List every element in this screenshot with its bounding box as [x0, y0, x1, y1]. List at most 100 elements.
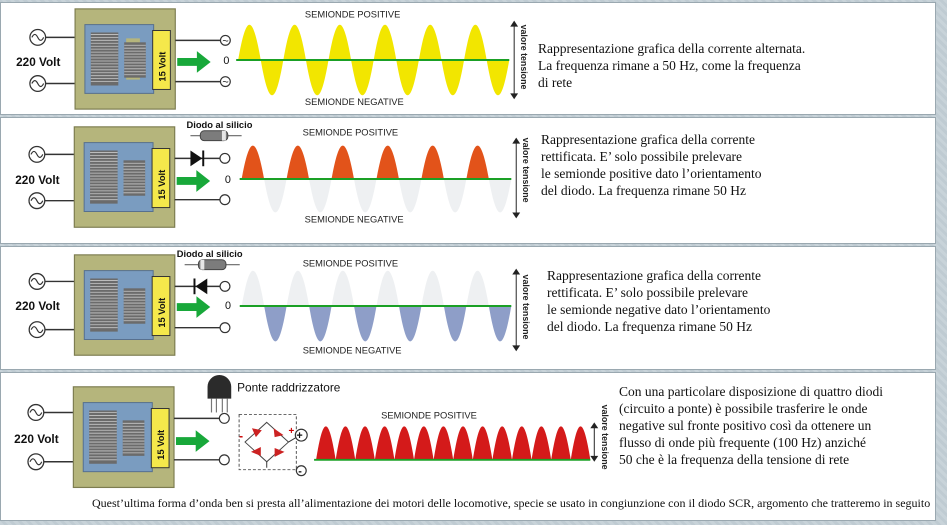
- input-voltage-label: 220 Volt: [15, 173, 59, 187]
- rectified-half-wave: [394, 426, 415, 460]
- flow-arrow: [177, 51, 211, 73]
- panel-negative-diagram: 220 Volt 15 Volt Diodo al silicio: [15, 249, 531, 356]
- suppressed-half-wave: [241, 270, 265, 307]
- positive-half-wave: [421, 145, 444, 180]
- diode-symbol: [193, 278, 208, 295]
- suppressed-half-wave: [331, 270, 355, 307]
- terminal-top: [219, 152, 231, 164]
- suppressed-half-wave: [488, 179, 512, 213]
- suppressed-half-wave: [398, 179, 422, 213]
- primary-winding: [90, 150, 118, 204]
- waveform-negative: [241, 270, 512, 342]
- positive-half-wave: [464, 24, 487, 60]
- positive-half-wave: [373, 24, 397, 60]
- rectified-half-wave: [551, 426, 571, 460]
- ac-source-sine-top: [30, 277, 44, 285]
- suppressed-half-wave: [466, 270, 489, 307]
- output-terminals: ~ ~: [175, 34, 231, 89]
- diode-body: [199, 130, 229, 142]
- suppressed-half-wave: [286, 270, 310, 307]
- terminal-top: [219, 280, 231, 292]
- ac-source-sine-top: [30, 150, 44, 158]
- output-terminals: [173, 412, 230, 466]
- bridge-diode-3: [250, 446, 261, 456]
- bridge-rectifier-label: Ponte raddrizzatore: [237, 381, 341, 395]
- panel-ac-diagram: 220 Volt 15 Volt ~ ~ 0 SEMIONDE POSITIVE: [16, 8, 529, 110]
- flow-arrow: [176, 170, 211, 192]
- zero-label: 0: [225, 300, 231, 312]
- panel-bridge: 220 Volt 15 Volt Ponte raddrizzatore: [0, 372, 936, 521]
- diode-band: [221, 130, 226, 141]
- ac-source-sine-bottom: [31, 80, 45, 88]
- negative-half-wave: [309, 306, 332, 342]
- voltage-axis-arrow-bottom: [512, 345, 521, 352]
- output-voltage-label: 15 Volt: [157, 52, 167, 82]
- waveform-full: [316, 426, 591, 460]
- ac-source-sine-bottom: [29, 458, 43, 466]
- diode-triangle: [190, 150, 203, 167]
- voltage-axis: valore tensione: [590, 405, 610, 470]
- positive-half-waves-label: SEMIONDE POSITIVE: [305, 10, 400, 20]
- negative-half-wave: [398, 306, 422, 342]
- negative-half-wave: [396, 59, 419, 96]
- negative-half-wave: [260, 59, 284, 96]
- rectified-half-wave: [374, 426, 395, 460]
- rectified-half-wave: [492, 426, 512, 460]
- panel-ac: 220 Volt 15 Volt ~ ~ 0 SEMIONDE POSITIVE: [0, 2, 936, 115]
- negative-half-waves-label: SEMIONDE NEGATIVE: [305, 214, 404, 224]
- voltage-axis-arrow-top: [590, 422, 599, 429]
- transformer: 15 Volt: [72, 386, 175, 489]
- positive-half-waves-label: SEMIONDE POSITIVE: [381, 410, 477, 420]
- positive-half-wave: [241, 145, 265, 180]
- secondary-winding-lines: [122, 422, 145, 454]
- panel-positive-diagram: 220 Volt 15 Volt Diodo al silicio: [15, 120, 531, 228]
- waveform-ac: [238, 24, 510, 96]
- voltage-axis-label: valore tensione: [519, 25, 529, 90]
- footer-note: Quest’ultima forma d’onda ben si presta …: [92, 496, 931, 510]
- bridge-circuit: - + + -: [238, 413, 308, 478]
- bridge-dashed-frame: [238, 413, 297, 471]
- diode-component: Diodo al silicio: [187, 120, 253, 142]
- output-voltage-plate: [151, 276, 171, 337]
- positive-half-wave: [466, 145, 489, 180]
- diode-band: [200, 259, 205, 270]
- ac-input-circuit: 220 Volt: [14, 403, 76, 471]
- voltage-axis-arrow-bottom: [512, 212, 521, 219]
- secondary-winding-lines: [123, 162, 146, 194]
- terminal-bottom: [219, 322, 231, 334]
- panel-negative: 220 Volt 15 Volt Diodo al silicio: [0, 246, 936, 370]
- positive-half-wave: [238, 24, 261, 60]
- terminal-top: [219, 34, 231, 46]
- negative-half-wave: [305, 59, 329, 96]
- bridge-diode-2: [273, 428, 284, 438]
- rectified-half-wave: [316, 426, 336, 460]
- output-voltage-plate: [150, 408, 170, 469]
- diode-symbol: [190, 150, 205, 167]
- rectified-half-wave: [433, 426, 454, 460]
- secondary-winding-lines: [123, 290, 146, 322]
- bridge-plus-sign: +: [288, 426, 294, 437]
- output-voltage-plate: [152, 30, 171, 90]
- rectified-half-wave: [355, 426, 375, 460]
- panel-positive-description: Rappresentazione grafica della corrente …: [541, 132, 762, 198]
- primary-winding-lines: [90, 34, 119, 82]
- voltage-axis-arrow-top: [512, 268, 521, 275]
- voltage-axis: valore tensione: [510, 20, 529, 100]
- ac-input-circuit: 220 Volt: [15, 145, 77, 210]
- flow-arrow: [176, 296, 211, 318]
- terminal-sign-top: ~: [222, 35, 228, 47]
- diode-label: Diodo al silicio: [187, 120, 253, 130]
- negative-half-wave: [351, 59, 374, 96]
- zero-label: 0: [223, 55, 229, 67]
- terminal-sign-bottom: ~: [222, 77, 228, 89]
- panel-ac-description: Rappresentazione grafica della corrente …: [538, 41, 806, 90]
- ac-input-circuit: 220 Volt: [16, 28, 78, 93]
- ac-input-circuit: 220 Volt: [15, 272, 77, 339]
- negative-half-waves-label: SEMIONDE NEGATIVE: [303, 345, 402, 355]
- positive-half-wave: [328, 24, 352, 60]
- transformer: 15 Volt: [73, 126, 176, 228]
- voltage-axis: valore tensione: [512, 137, 531, 219]
- positive-half-wave: [286, 145, 310, 180]
- negative-half-waves-label: SEMIONDE NEGATIVE: [305, 97, 404, 107]
- output-voltage-label: 15 Volt: [157, 298, 167, 328]
